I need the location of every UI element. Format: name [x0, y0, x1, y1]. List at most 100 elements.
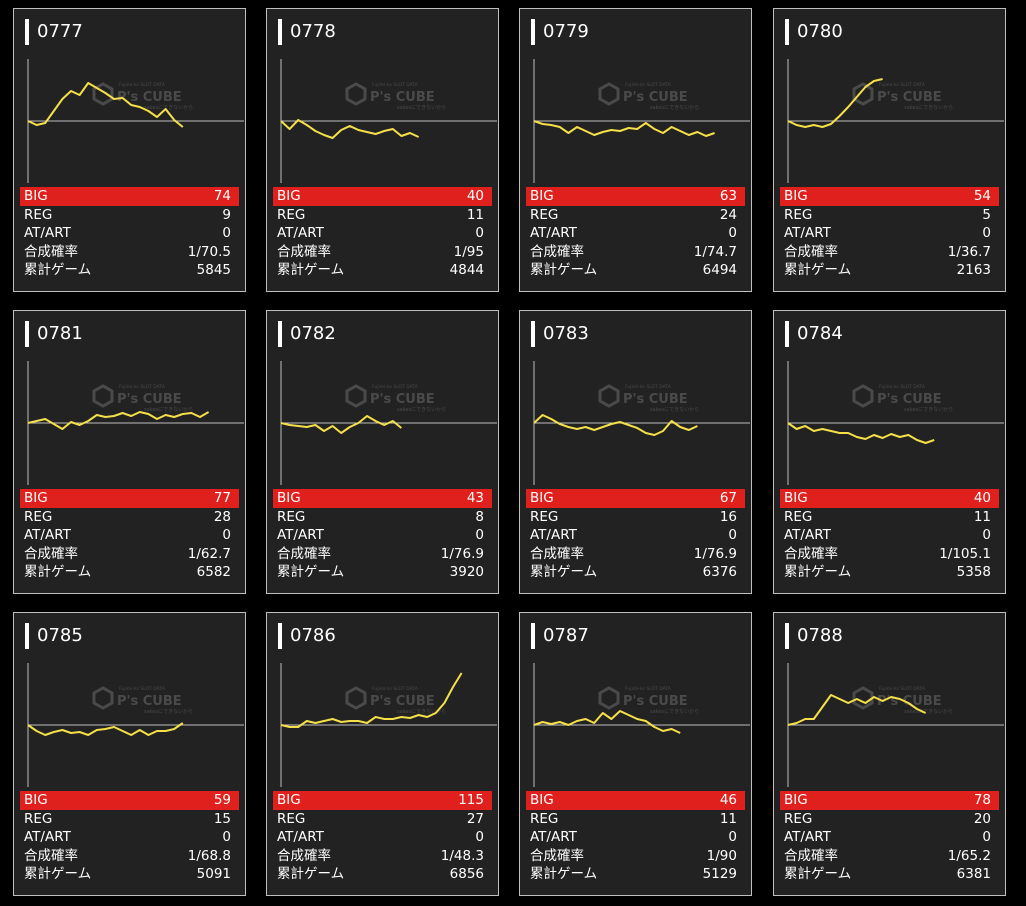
stat-value-combined-prob: 1/36.7	[947, 243, 991, 260]
chart-series-line	[533, 414, 698, 436]
stat-label-combined-prob: 合成確率	[784, 847, 838, 864]
watermark-tagline: Fujimi-ks SLOT DATA	[879, 384, 926, 390]
stat-value-combined-prob: 1/68.8	[187, 847, 231, 864]
cube-logo-icon	[852, 82, 874, 106]
chart-series-line	[27, 411, 210, 430]
stat-value-at-art: 0	[982, 527, 991, 543]
stat-row-total-games: 累計ゲーム 6582	[20, 563, 239, 582]
stat-value-total-games: 6494	[702, 262, 737, 278]
payout-chart: P's CUBE Fujimi-ks SLOT DATA sakesにできないか…	[280, 663, 497, 787]
machine-card[interactable]: 0783 P's CUBE Fujimi-ks SLOT DATA sakesに…	[519, 310, 752, 594]
watermark-tagline: Fujimi-ks SLOT DATA	[625, 686, 672, 692]
stat-value-at-art: 0	[222, 527, 231, 543]
machine-card[interactable]: 0786 P's CUBE Fujimi-ks SLOT DATA sakesに…	[266, 612, 499, 896]
machine-number: 0780	[785, 19, 843, 45]
stat-label-at-art: AT/ART	[530, 527, 577, 543]
stat-row-at-art: AT/ART 0	[526, 828, 745, 847]
stat-label-reg: REG	[24, 810, 53, 827]
stats-table: BIG 74 REG 9 AT/ART 0 合成確率 1/70.5 累計ゲーム …	[20, 187, 239, 280]
machine-card[interactable]: 0780 P's CUBE Fujimi-ks SLOT DATA sakesに…	[773, 8, 1006, 292]
cube-logo-icon	[852, 384, 874, 408]
stat-row-reg: REG 16	[526, 508, 745, 527]
watermark-brand: P's CUBE	[623, 90, 688, 105]
payout-chart: P's CUBE Fujimi-ks SLOT DATA sakesにできないか…	[533, 663, 750, 787]
stat-label-big: BIG	[24, 792, 48, 808]
stat-label-reg: REG	[784, 206, 813, 223]
machine-card[interactable]: 0788 P's CUBE Fujimi-ks SLOT DATA sakesに…	[773, 612, 1006, 896]
machine-card[interactable]: 0779 P's CUBE Fujimi-ks SLOT DATA sakesに…	[519, 8, 752, 292]
stat-label-reg: REG	[277, 810, 306, 827]
payout-chart: P's CUBE Fujimi-ks SLOT DATA sakesにできないか…	[533, 361, 750, 485]
stat-value-total-games: 5091	[196, 866, 231, 882]
stat-label-big: BIG	[24, 490, 48, 506]
stat-row-combined-prob: 合成確率 1/36.7	[780, 243, 999, 262]
machine-number: 0782	[278, 321, 336, 347]
stat-label-total-games: 累計ゲーム	[530, 262, 598, 278]
stats-table: BIG 115 REG 27 AT/ART 0 合成確率 1/48.3 累計ゲー…	[273, 791, 492, 884]
stat-value-big: 40	[973, 490, 991, 506]
watermark-tagline: Fujimi-ks SLOT DATA	[119, 686, 166, 692]
stat-value-combined-prob: 1/70.5	[187, 243, 231, 260]
machine-card[interactable]: 0777 P's CUBE Fujimi-ks SLOT DATA sakesに…	[13, 8, 246, 292]
machine-card[interactable]: 0784 P's CUBE Fujimi-ks SLOT DATA sakesに…	[773, 310, 1006, 594]
stat-value-total-games: 6582	[196, 564, 231, 580]
stat-label-combined-prob: 合成確率	[24, 847, 78, 864]
stat-label-combined-prob: 合成確率	[24, 243, 78, 260]
stat-row-reg: REG 8	[273, 508, 492, 527]
stat-row-combined-prob: 合成確率 1/65.2	[780, 847, 999, 866]
machine-card[interactable]: 0781 P's CUBE Fujimi-ks SLOT DATA sakesに…	[13, 310, 246, 594]
cube-logo-icon	[345, 384, 367, 408]
stat-label-at-art: AT/ART	[277, 829, 324, 845]
watermark-tagline: Fujimi-ks SLOT DATA	[119, 384, 166, 390]
stat-row-total-games: 累計ゲーム 5129	[526, 865, 745, 884]
machine-card[interactable]: 0787 P's CUBE Fujimi-ks SLOT DATA sakesに…	[519, 612, 752, 896]
stat-row-at-art: AT/ART 0	[273, 526, 492, 545]
chart-series-line	[533, 710, 681, 734]
chart-series-line	[280, 672, 463, 728]
payout-chart: P's CUBE Fujimi-ks SLOT DATA sakesにできないか…	[787, 361, 1004, 485]
stat-label-at-art: AT/ART	[530, 829, 577, 845]
stat-value-combined-prob: 1/76.9	[693, 545, 737, 562]
stat-label-at-art: AT/ART	[277, 225, 324, 241]
machine-card[interactable]: 0782 P's CUBE Fujimi-ks SLOT DATA sakesに…	[266, 310, 499, 594]
machine-number: 0778	[278, 19, 336, 45]
stat-label-big: BIG	[277, 490, 301, 506]
watermark-brand: P's CUBE	[370, 694, 435, 709]
stat-value-total-games: 5358	[956, 564, 991, 580]
stat-value-big: 63	[719, 188, 737, 204]
machine-number: 0784	[785, 321, 843, 347]
stat-row-reg: REG 9	[20, 206, 239, 225]
stat-row-big: BIG 74	[20, 187, 239, 206]
cube-logo-icon	[598, 384, 620, 408]
watermark-brand: P's CUBE	[877, 694, 942, 709]
stat-label-reg: REG	[24, 206, 53, 223]
watermark-tagline: Fujimi-ks SLOT DATA	[625, 384, 672, 390]
stat-row-total-games: 累計ゲーム 2163	[780, 261, 999, 280]
stat-row-reg: REG 15	[20, 810, 239, 829]
stat-row-combined-prob: 合成確率 1/62.7	[20, 545, 239, 564]
stat-label-at-art: AT/ART	[784, 527, 831, 543]
stat-label-at-art: AT/ART	[277, 527, 324, 543]
stat-value-combined-prob: 1/105.1	[939, 545, 991, 562]
stat-label-reg: REG	[784, 508, 813, 525]
machine-card[interactable]: 0785 P's CUBE Fujimi-ks SLOT DATA sakesに…	[13, 612, 246, 896]
stat-value-at-art: 0	[222, 225, 231, 241]
watermark-logo: P's CUBE Fujimi-ks SLOT DATA sakesにできないか…	[92, 686, 193, 715]
stat-label-total-games: 累計ゲーム	[784, 866, 852, 882]
stat-row-reg: REG 24	[526, 206, 745, 225]
stat-label-combined-prob: 合成確率	[530, 243, 584, 260]
stat-value-total-games: 6856	[449, 866, 484, 882]
stat-row-big: BIG 78	[780, 791, 999, 810]
stats-table: BIG 77 REG 28 AT/ART 0 合成確率 1/62.7 累計ゲーム…	[20, 489, 239, 582]
stat-row-at-art: AT/ART 0	[526, 224, 745, 243]
stat-row-at-art: AT/ART 0	[780, 224, 999, 243]
machine-card[interactable]: 0778 P's CUBE Fujimi-ks SLOT DATA sakesに…	[266, 8, 499, 292]
stat-row-big: BIG 77	[20, 489, 239, 508]
watermark-brand: P's CUBE	[117, 392, 182, 407]
stat-value-total-games: 6376	[702, 564, 737, 580]
machine-number: 0781	[25, 321, 83, 347]
payout-chart: P's CUBE Fujimi-ks SLOT DATA sakesにできないか…	[533, 59, 750, 183]
chart-series-line	[787, 694, 927, 726]
stat-row-reg: REG 11	[273, 206, 492, 225]
